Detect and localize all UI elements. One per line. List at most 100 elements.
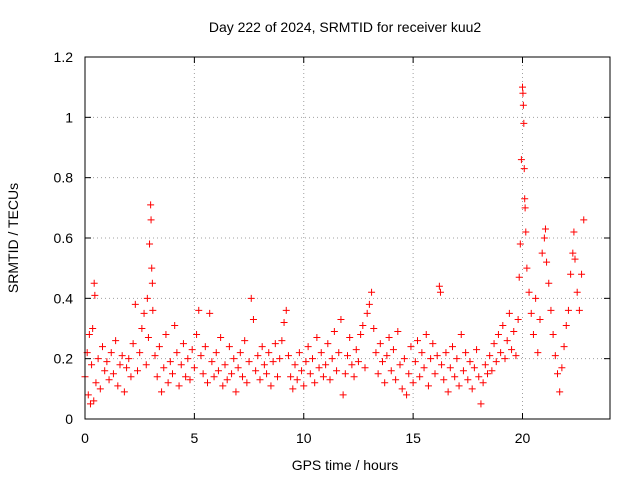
data-point [457,331,465,339]
data-point [112,337,120,345]
data-point [148,264,156,272]
data-point [381,379,389,387]
data-point [519,83,526,91]
data-point [416,373,424,381]
data-point [274,373,281,381]
data-point [166,358,174,366]
data-point [175,382,183,390]
data-point [182,373,190,381]
data-point [129,340,137,348]
data-point [519,89,527,97]
data-point [575,306,583,314]
data-point [337,315,345,323]
data-point [339,391,347,399]
data-point [431,370,439,378]
data-point [147,201,155,209]
data-point [520,119,528,127]
data-point [123,364,131,372]
data-point [89,325,97,332]
data-point [578,270,586,278]
data-point [304,343,312,351]
data-point [322,361,330,369]
data-point [225,343,233,351]
data-point [571,255,579,263]
data-point [243,379,251,387]
data-point [427,355,435,363]
data-point [295,349,303,357]
data-point [374,370,382,378]
data-point [258,343,266,351]
y-tick-label: 1 [65,109,73,125]
data-point [503,337,511,345]
data-point [370,325,378,332]
data-point [394,328,402,336]
data-point [140,309,148,317]
data-point [199,370,207,378]
data-point [125,355,133,363]
data-point [514,315,522,323]
data-point [516,240,524,248]
data-point [522,228,530,236]
data-point [136,349,144,357]
data-point [376,340,384,348]
y-tick-label: 0 [65,411,73,427]
data-point [429,340,437,348]
data-point [326,376,334,384]
data-point [116,361,124,369]
data-point [217,334,225,342]
data-point [177,361,185,369]
data-point [142,361,150,369]
data-point [164,379,172,387]
data-point [210,373,218,381]
x-tick-label: 0 [81,430,89,446]
data-point [249,315,257,323]
data-point [440,376,448,384]
data-point [357,331,365,339]
data-point [265,349,273,357]
data-point [455,382,463,390]
data-point [228,370,236,378]
data-point [564,306,572,314]
data-point [350,373,358,381]
data-point [473,346,481,354]
data-point [501,355,509,363]
data-point [488,367,496,375]
data-point [193,331,201,339]
data-point [88,361,96,369]
data-point [271,340,279,348]
data-point [368,288,376,296]
data-point [348,361,356,369]
data-points [81,83,588,408]
data-point [221,361,229,369]
data-point [333,367,341,375]
data-point [293,376,301,384]
data-point [306,370,314,378]
data-point [468,385,476,393]
data-point [317,349,325,357]
data-point [451,373,459,381]
data-point [385,334,393,342]
data-point [263,370,271,378]
data-point [289,385,297,393]
data-point [510,328,518,336]
data-point [254,352,262,360]
chart-title: Day 222 of 2024, SRMTID for receiver kuu… [209,19,482,35]
data-point [330,328,338,336]
data-point [99,343,106,351]
data-point [162,331,170,339]
data-point [570,228,578,236]
data-point [91,291,99,299]
data-point [512,352,520,360]
data-point [569,249,577,257]
data-point [418,349,426,357]
data-point [173,349,181,357]
data-point [545,279,553,287]
data-point [311,379,319,387]
data-point [383,352,391,360]
data-point [212,349,220,357]
y-tick-label: 0.4 [54,290,74,306]
data-point [446,364,454,372]
data-point [365,300,373,308]
data-point [171,321,179,329]
data-point [252,367,260,375]
